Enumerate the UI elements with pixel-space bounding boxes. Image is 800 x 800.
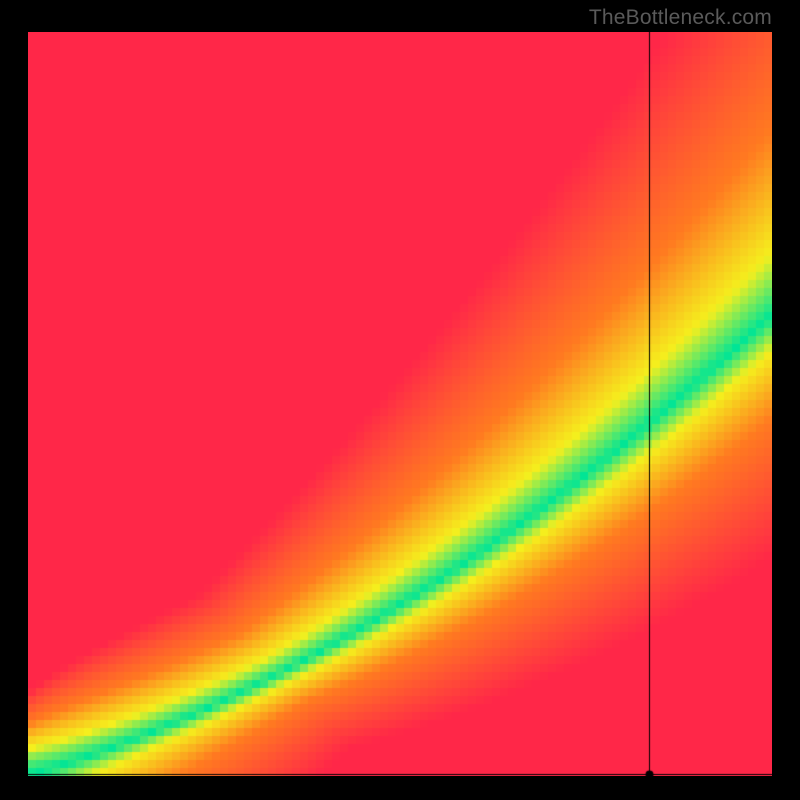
- heatmap-canvas: [28, 32, 772, 776]
- watermark-text: TheBottleneck.com: [589, 6, 772, 30]
- bottleneck-heatmap: [28, 32, 772, 776]
